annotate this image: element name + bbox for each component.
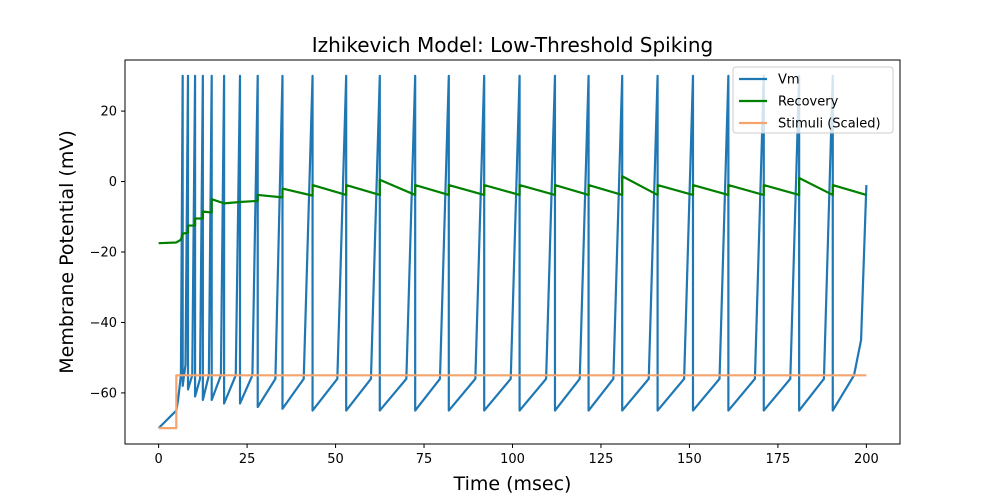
x-tick-label: 75: [416, 452, 433, 467]
x-tick-label: 175: [765, 452, 790, 467]
y-tick-label: 20: [100, 105, 117, 120]
x-tick-label: 200: [854, 452, 879, 467]
y-tick-label: −60: [90, 386, 117, 401]
legend: Vm Recovery Stimuli (Scaled): [732, 66, 894, 134]
legend-label: Vm: [778, 73, 800, 88]
x-tick-label: 50: [327, 452, 344, 467]
x-tick-label: 150: [677, 452, 702, 467]
legend-label: Stimuli (Scaled): [778, 117, 881, 132]
x-axis: 0 25 50 75 100 125 150 175 200: [154, 444, 879, 467]
series-line-stimuli-scaled: [158, 374, 867, 430]
series-line-vm: [157, 74, 868, 429]
y-tick-label: −20: [90, 246, 117, 261]
y-axis: −60 −40 −20 0 20: [90, 105, 125, 401]
x-axis-label: Time (msec): [453, 473, 572, 495]
chart-title: Izhikevich Model: Low-Threshold Spiking: [312, 33, 714, 57]
x-tick-label: 0: [154, 452, 162, 467]
y-tick-label: 0: [109, 175, 117, 190]
plot-lines: [157, 74, 868, 430]
legend-label: Recovery: [778, 95, 839, 110]
series-line-recovery: [158, 175, 867, 245]
y-tick-label: −40: [90, 316, 117, 331]
legend-box: [732, 66, 894, 134]
x-tick-label: 125: [589, 452, 614, 467]
y-axis-label: Membrane Potential (mV): [56, 130, 78, 373]
x-tick-label: 100: [500, 452, 525, 467]
x-tick-label: 25: [239, 452, 256, 467]
